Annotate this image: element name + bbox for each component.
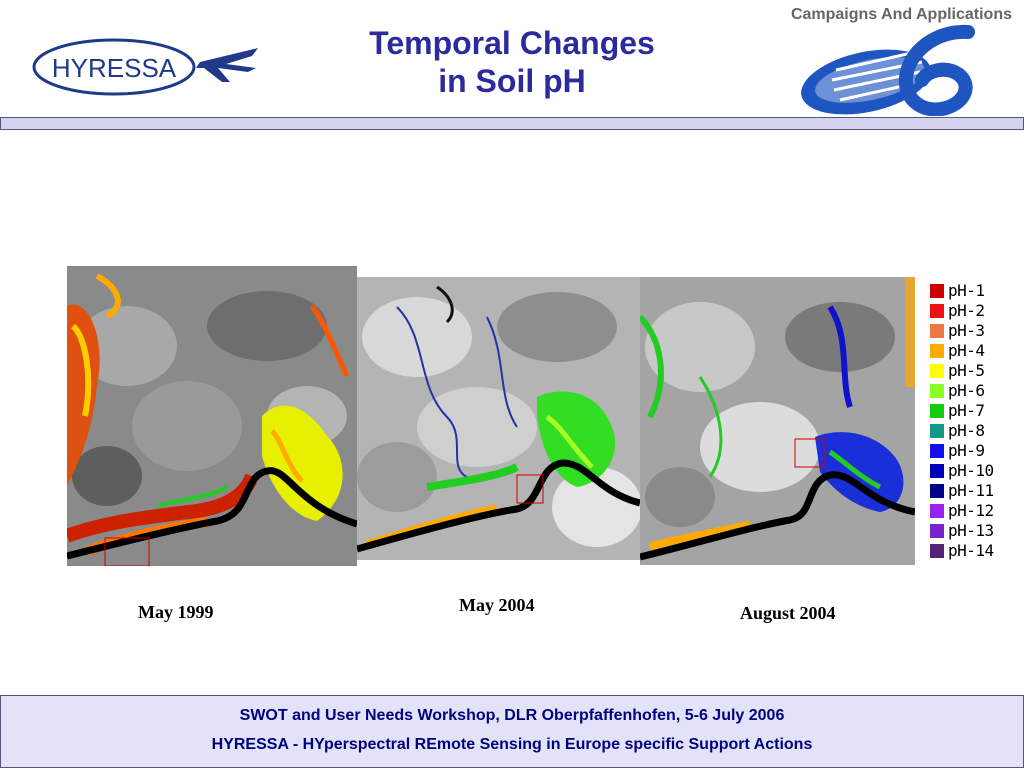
legend-label: pH-13: [948, 521, 994, 540]
legend-label: pH-10: [948, 461, 994, 480]
legend-item: pH-6: [930, 381, 1020, 401]
legend-item: pH-12: [930, 501, 1020, 521]
legend-swatch: [930, 524, 944, 538]
legend-swatch: [930, 284, 944, 298]
header-divider: [0, 117, 1024, 130]
legend-swatch: [930, 444, 944, 458]
legend-item: pH-11: [930, 481, 1020, 501]
legend-swatch: [930, 544, 944, 558]
ph-legend: pH-1 pH-2 pH-3 pH-4 pH-5 pH-6 pH-7 pH-8 pH-9 pH-1…: [930, 281, 1020, 561]
legend-label: pH-12: [948, 501, 994, 520]
header-corner-text: Campaigns And Applications: [790, 6, 1012, 23]
footer-project-line: HYRESSA - HYperspectral REmote Sensing i…: [211, 736, 813, 753]
map-caption-may-2004: May 2004: [459, 595, 535, 615]
legend-label: pH-8: [948, 421, 985, 440]
legend-label: pH-14: [948, 541, 994, 560]
page-title: Temporal Changes in Soil pH: [300, 24, 724, 101]
soil-ph-map-may-1999: [67, 266, 357, 566]
legend-swatch: [930, 504, 944, 518]
legend-item: pH-4: [930, 341, 1020, 361]
legend-item: pH-9: [930, 441, 1020, 461]
legend-swatch: [930, 364, 944, 378]
hyressa-logo-text: HYRESSA: [52, 53, 177, 83]
legend-item: pH-8: [930, 421, 1020, 441]
legend-item: pH-1: [930, 281, 1020, 301]
soil-ph-map-august-2004: [640, 277, 915, 565]
legend-item: pH-13: [930, 521, 1020, 541]
legend-label: pH-9: [948, 441, 985, 460]
title-line-2: in Soil pH: [438, 63, 586, 100]
airplane-icon: [196, 48, 258, 82]
footer-workshop-line: SWOT and User Needs Workshop, DLR Oberpf…: [239, 707, 785, 724]
legend-label: pH-1: [948, 281, 985, 300]
legend-label: pH-3: [948, 321, 985, 340]
legend-swatch: [930, 324, 944, 338]
legend-swatch: [930, 404, 944, 418]
legend-item: pH-3: [930, 321, 1020, 341]
fp6-swoosh-icon: [801, 24, 975, 116]
legend-swatch: [930, 464, 944, 478]
legend-label: pH-2: [948, 301, 985, 320]
legend-item: pH-2: [930, 301, 1020, 321]
legend-item: pH-14: [930, 541, 1020, 561]
legend-swatch: [930, 384, 944, 398]
legend-label: pH-5: [948, 361, 985, 380]
legend-swatch: [930, 424, 944, 438]
legend-item: pH-5: [930, 361, 1020, 381]
fp6-logo: [801, 24, 975, 116]
legend-item: pH-7: [930, 401, 1020, 421]
title-line-1: Temporal Changes: [369, 25, 655, 61]
legend-label: pH-11: [948, 481, 994, 500]
soil-ph-map-may-2004: [357, 277, 640, 560]
legend-label: pH-7: [948, 401, 985, 420]
legend-item: pH-10: [930, 461, 1020, 481]
legend-swatch: [930, 304, 944, 318]
legend-swatch: [930, 484, 944, 498]
legend-label: pH-6: [948, 381, 985, 400]
hyressa-logo: HYRESSA: [32, 38, 258, 96]
legend-swatch: [930, 344, 944, 358]
map-caption-august-2004: August 2004: [740, 603, 836, 623]
footer-banner: SWOT and User Needs Workshop, DLR Oberpf…: [0, 695, 1024, 768]
map-caption-may-1999: May 1999: [138, 602, 214, 622]
legend-label: pH-4: [948, 341, 985, 360]
